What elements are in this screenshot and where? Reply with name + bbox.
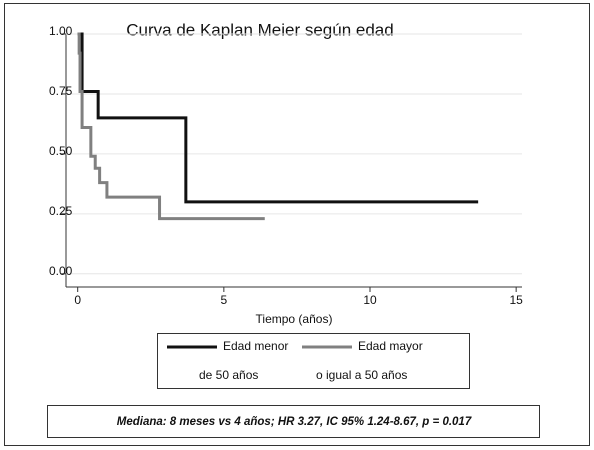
chart-title: Curva de Kaplan Meier según edad (126, 20, 393, 39)
legend-label-line: o igual a 50 años (316, 368, 407, 382)
survival-curve (77, 32, 265, 221)
survival-curve (77, 32, 479, 204)
legend-label-line: Edad mayor (358, 339, 423, 353)
x-tick-label: 10 (363, 293, 377, 307)
legend-label-line: Edad menor (223, 339, 288, 353)
y-tick-label: 0.75 (49, 84, 73, 98)
x-tick-label: 5 (221, 293, 228, 307)
y-tick-label: 0.50 (49, 144, 73, 158)
legend-box (157, 333, 470, 389)
legend-label: Edad mayor o igual a 50 años (316, 339, 423, 382)
legend-label: Edad menor de 50 años (199, 339, 288, 382)
x-tick-label: 15 (509, 293, 523, 307)
annotation-box (47, 405, 540, 438)
y-tick-label: 1.00 (49, 24, 73, 38)
frame (4, 3, 590, 446)
y-tick-label: 0.00 (49, 264, 73, 278)
y-tick-label: 0.25 (49, 204, 73, 218)
x-tick-label: 0 (74, 293, 81, 307)
x-axis-title: Tiempo (años) (256, 312, 333, 326)
annotation: Mediana: 8 meses vs 4 años; HR 3.27, IC … (117, 416, 472, 428)
legend-label-line: de 50 años (199, 368, 258, 382)
